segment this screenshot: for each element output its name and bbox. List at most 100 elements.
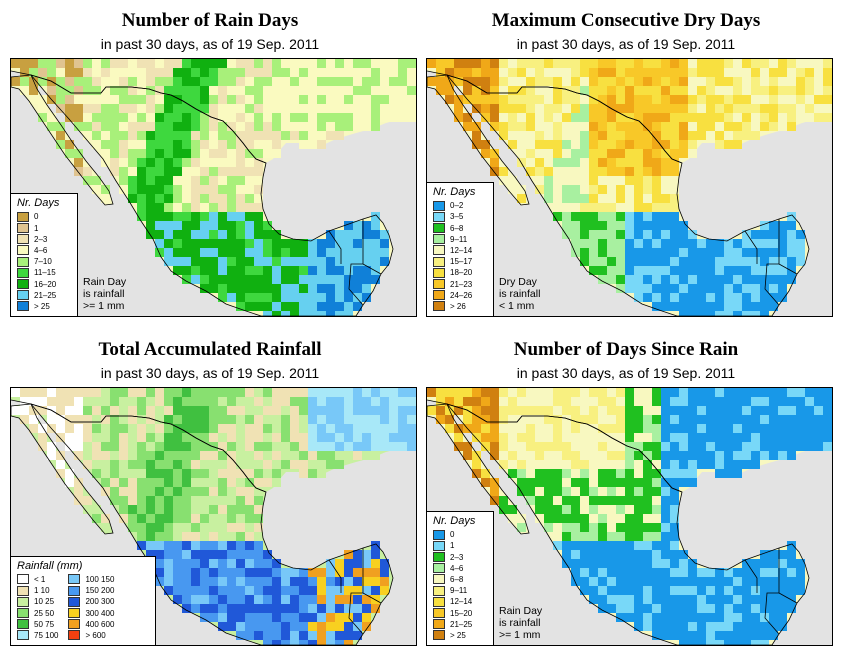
map-pixel [769,221,778,230]
map-pixel [101,104,110,113]
map-pixel [607,424,616,433]
map-pixel [679,311,688,316]
map-pixel [769,302,778,311]
map-pixel [218,577,227,586]
map-pixel [335,104,344,113]
map-pixel [164,230,173,239]
map-pixel [553,149,562,158]
legend-swatch [433,585,445,596]
map-pixel [760,302,769,311]
map-pixel [290,604,299,613]
map-pixel [688,284,697,293]
map-pixel [137,86,146,95]
map-pixel [634,212,643,221]
map-pixel [706,59,715,68]
map-pixel [616,221,625,230]
map-pixel [146,230,155,239]
map-pixel [562,59,571,68]
map-pixel [146,442,155,451]
map-pixel [65,406,74,415]
map-pixel [661,158,670,167]
map-pixel [715,451,724,460]
map-pixel [272,577,281,586]
map-pixel [661,95,670,104]
map-pixel [110,397,119,406]
map-pixel [182,406,191,415]
map-pixel [65,388,74,397]
map-pixel [517,122,526,131]
map-pixel [245,104,254,113]
map-pixel [191,451,200,460]
map-pixel [326,424,335,433]
map-pixel [362,388,371,397]
map-pixel [751,415,760,424]
map-pixel [272,131,281,140]
map-pixel [128,131,137,140]
map-pixel [290,451,299,460]
map-pixel [326,433,335,442]
map-pixel [751,613,760,622]
map-pixel [769,559,778,568]
map-pixel [634,523,643,532]
map-pixel [553,460,562,469]
map-pixel [724,302,733,311]
border-line [764,548,780,635]
map-pixel [65,140,74,149]
map-pixel [353,113,362,122]
map-pixel [472,397,481,406]
map-pixel [344,568,353,577]
map-pixel [481,86,490,95]
map-pixel [362,424,371,433]
map-pixel [146,131,155,140]
map-pixel [580,424,589,433]
map-pixel [616,496,625,505]
map-pixel [688,131,697,140]
map-pixel [182,514,191,523]
map-pixel [218,613,227,622]
map-pixel [787,95,796,104]
map-pixel [553,194,562,203]
map-pixel [706,113,715,122]
map-pixel [362,442,371,451]
map-pixel [760,266,769,275]
map-pixel [119,397,128,406]
note-line: >= 1 mm [499,629,541,641]
map-pixel [562,433,571,442]
map-pixel [236,568,245,577]
map-pixel [47,388,56,397]
map-pixel [652,248,661,257]
map-pixel [245,239,254,248]
map-pixel [317,613,326,622]
map-pixel [263,388,272,397]
map-pixel [326,622,335,631]
map-pixel [598,424,607,433]
map-pixel [182,95,191,104]
map-pixel [490,59,499,68]
map-pixel [616,68,625,77]
map-pixel [733,131,742,140]
map-pixel [526,424,535,433]
map-pixel [796,230,805,239]
map-pixel [191,514,200,523]
map-pixel [544,388,553,397]
map-pixel [472,460,481,469]
map-pixel [299,433,308,442]
map-pixel [697,397,706,406]
map-pixel [787,442,796,451]
map-pixel [146,550,155,559]
map-pixel [589,176,598,185]
map-pixel [65,433,74,442]
legend-label: 21–23 [450,279,473,289]
map-pixel [634,68,643,77]
map-pixel [209,194,218,203]
map-pixel [634,541,643,550]
map-pixel [209,86,218,95]
map-pixel [335,568,344,577]
map-pixel [697,451,706,460]
map-pixel [571,433,580,442]
border-line [362,263,382,275]
map-pixel [778,95,787,104]
map-pixel [445,424,454,433]
map-pixel [290,95,299,104]
map-pixel [580,460,589,469]
